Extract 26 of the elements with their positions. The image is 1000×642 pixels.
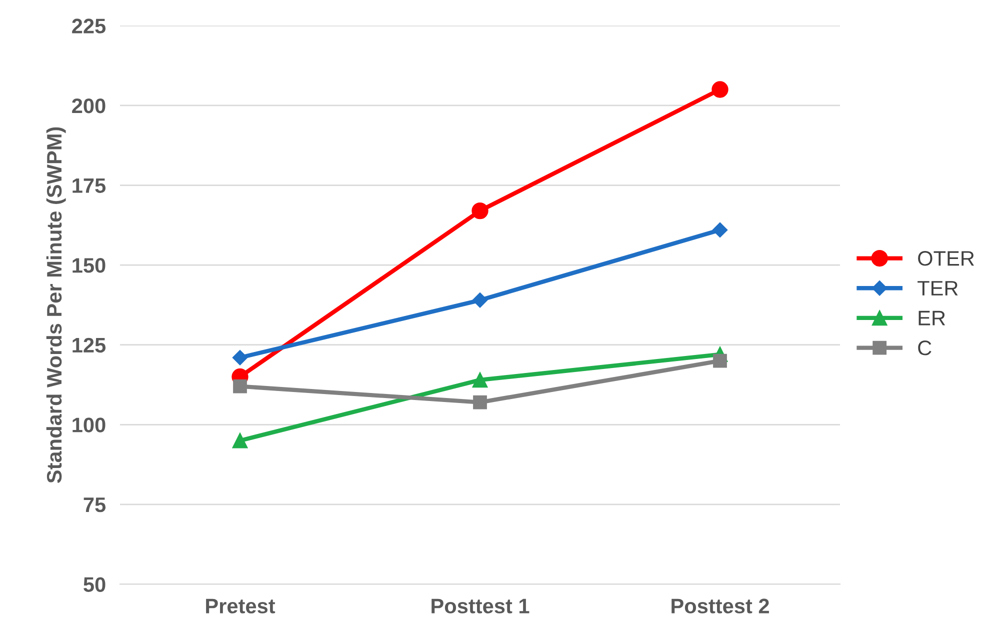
point — [472, 292, 488, 308]
x-tick-label: Posttest 2 — [672, 598, 769, 614]
legend-label: C — [918, 340, 932, 356]
point — [473, 395, 487, 410]
y-tick-label: 225 — [72, 18, 106, 34]
point — [712, 81, 728, 98]
point — [472, 202, 488, 220]
y-tick-label: 75 — [84, 498, 106, 512]
point — [232, 432, 248, 448]
y-tick-label: 175 — [72, 178, 106, 194]
point — [472, 372, 488, 388]
y-tick-label: 100 — [72, 418, 106, 432]
y-tick-label: 50 — [84, 577, 106, 592]
legend-label: ER — [918, 310, 946, 326]
point — [233, 379, 247, 394]
point — [712, 222, 728, 238]
legend-label: OTER — [918, 251, 974, 266]
x-tick-label: Pretest — [206, 598, 276, 614]
y-axis-title: Standard Words Per Minute (SWPM) — [46, 127, 66, 483]
point — [713, 354, 727, 368]
y-tick-label: 200 — [72, 98, 106, 114]
y-tick-label: 150 — [72, 258, 106, 273]
x-tick-label: Posttest 1 — [432, 598, 530, 614]
y-tick-label: 125 — [72, 338, 106, 353]
point — [232, 350, 248, 366]
legend-label: TER — [918, 281, 958, 296]
